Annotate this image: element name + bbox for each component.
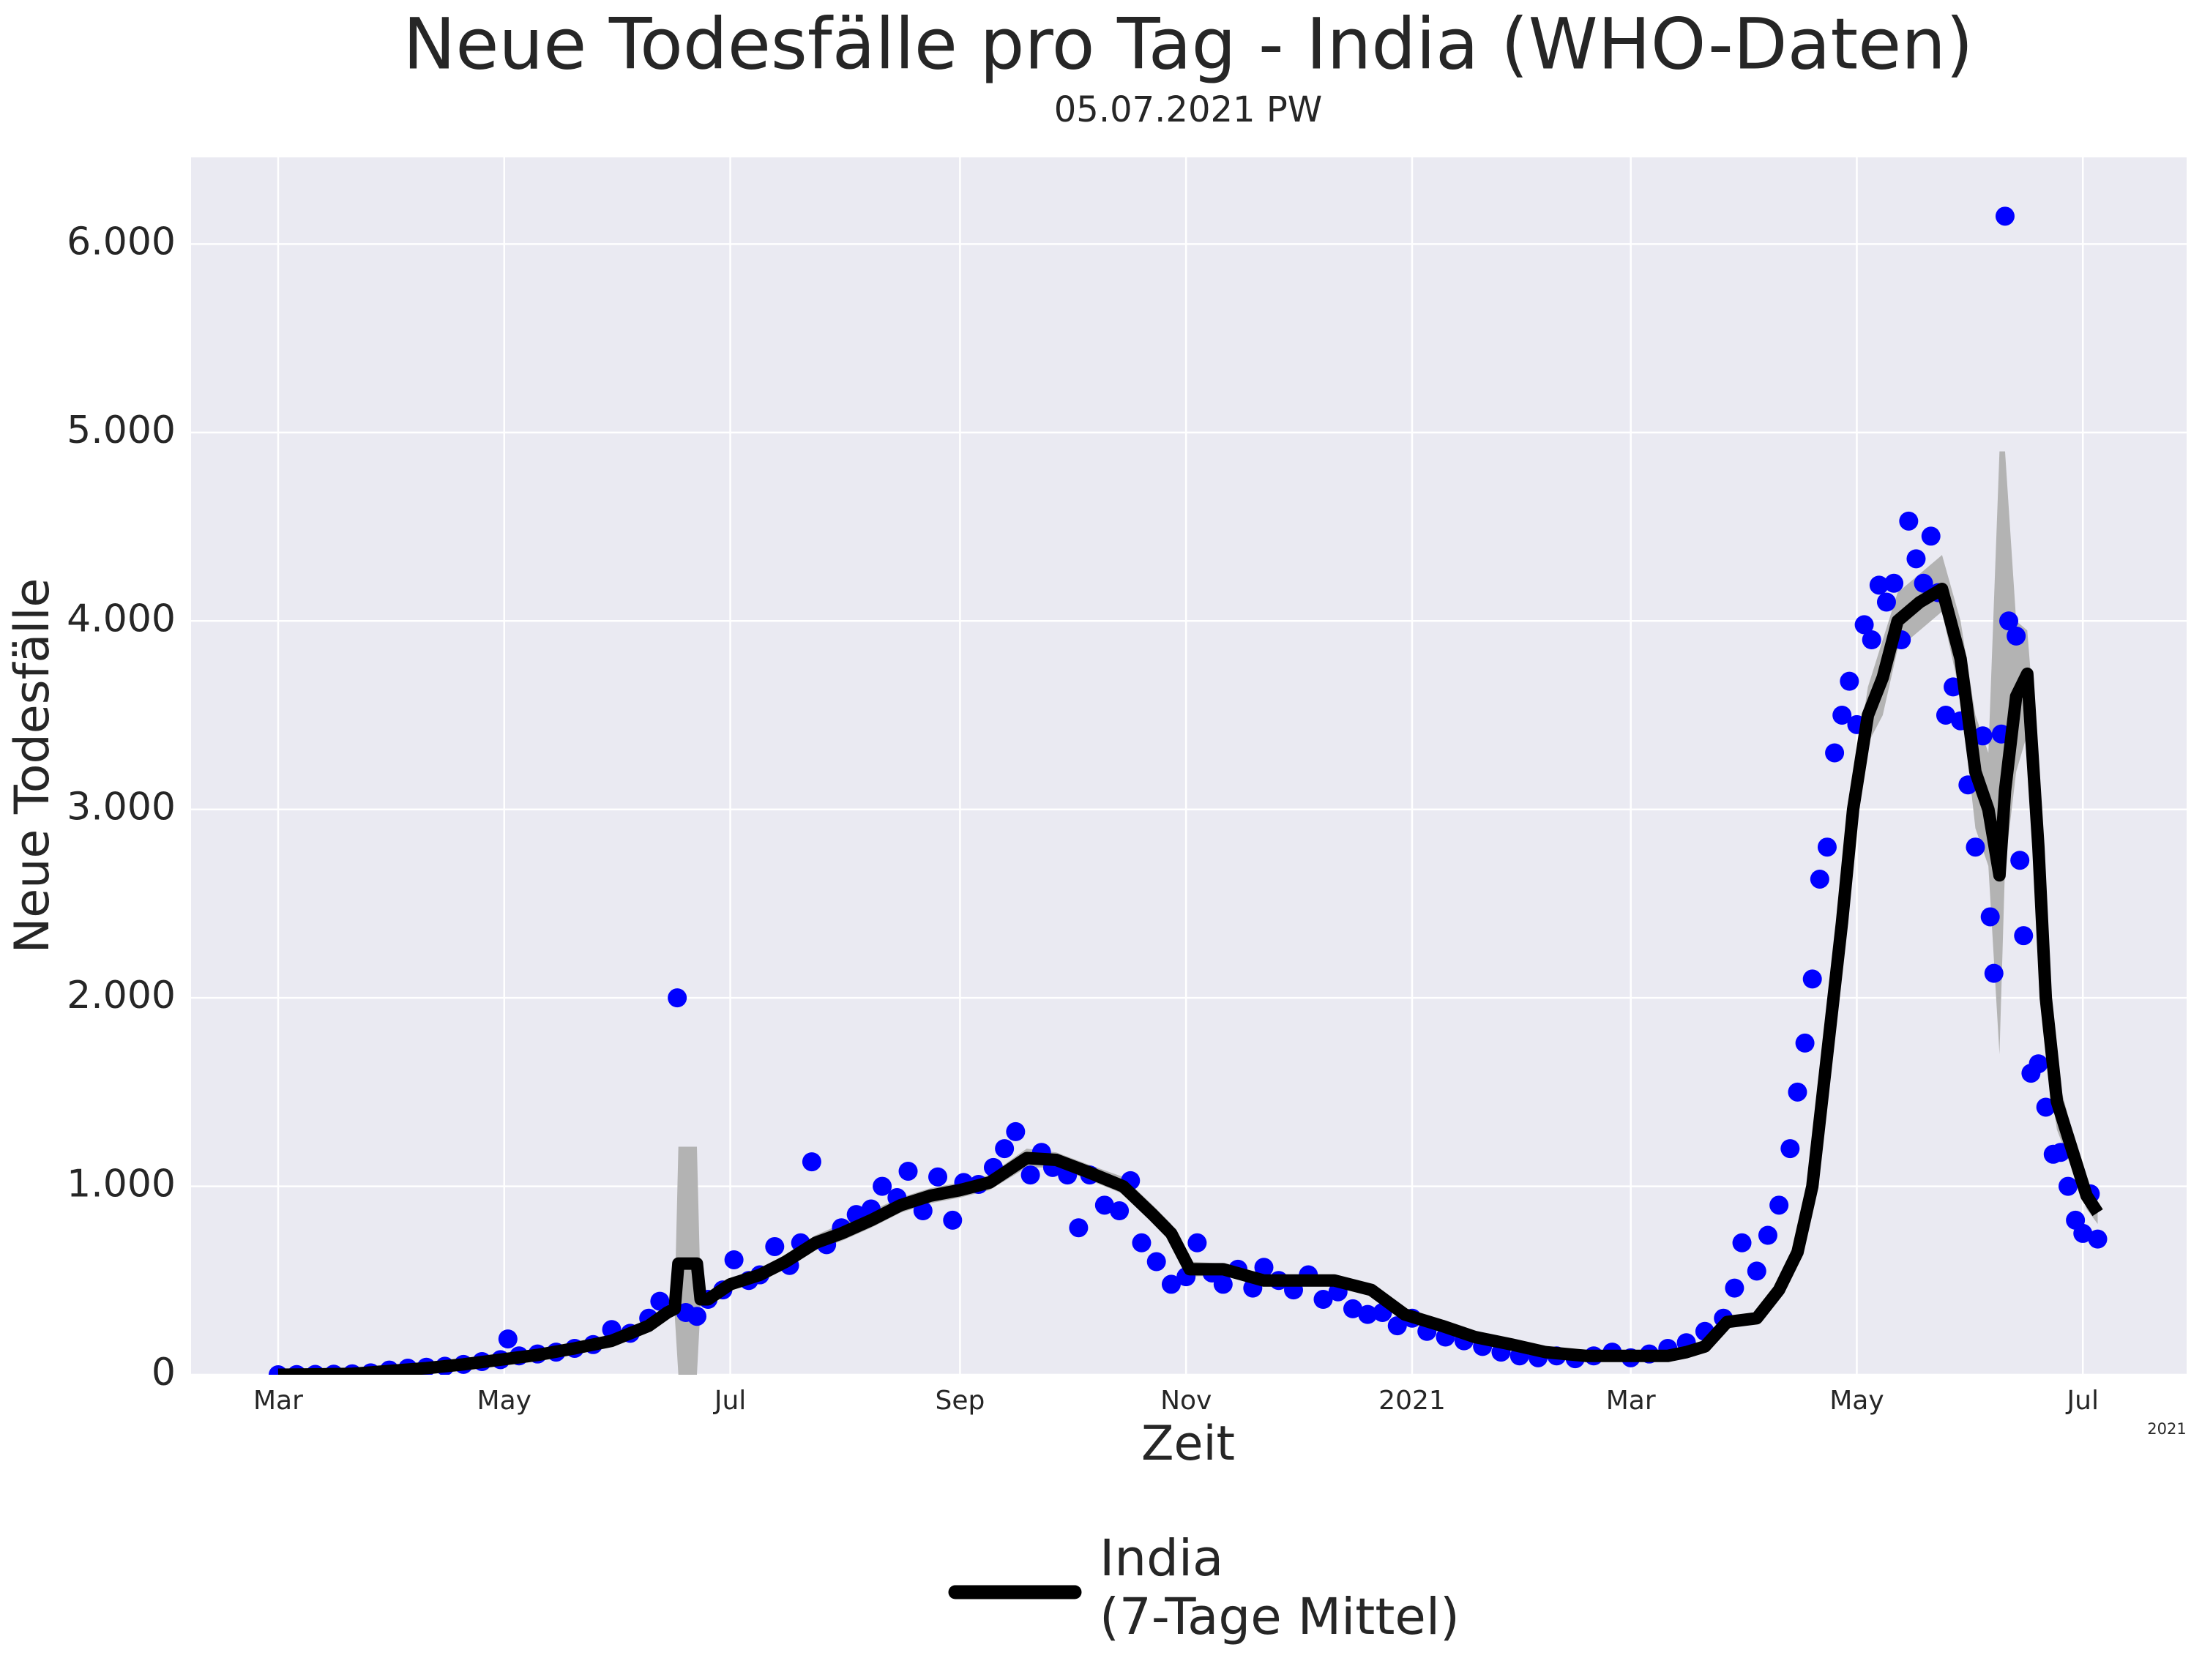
- data-point: [802, 1152, 821, 1172]
- data-point: [1906, 549, 1926, 569]
- y-axis-label: Neue Todesfälle: [5, 578, 60, 954]
- data-point: [1973, 726, 1993, 746]
- data-point: [1006, 1121, 1026, 1141]
- y-tick-label: 1.000: [67, 1162, 176, 1206]
- data-point: [1817, 837, 1837, 857]
- data-point: [1254, 1258, 1274, 1277]
- data-point: [1132, 1233, 1152, 1252]
- data-point: [1732, 1233, 1752, 1252]
- data-point: [928, 1167, 948, 1187]
- data-point: [1213, 1274, 1233, 1294]
- data-point: [1780, 1139, 1800, 1159]
- data-point: [1869, 575, 1889, 595]
- x-tick-label: May: [1829, 1386, 1884, 1416]
- data-point: [1758, 1225, 1777, 1245]
- data-point: [668, 988, 687, 1008]
- x-tick-label: Jul: [2066, 1386, 2099, 1416]
- data-point: [1802, 969, 1822, 989]
- data-point: [2059, 1176, 2078, 1196]
- data-point: [1825, 743, 1845, 763]
- data-point: [1914, 573, 1933, 593]
- x-tick-label: Sep: [935, 1386, 985, 1416]
- y-tick-label: 3.000: [67, 785, 176, 829]
- data-point: [1788, 1082, 1807, 1102]
- data-point: [1854, 615, 1874, 635]
- x-tick-label: 2021: [1378, 1386, 1446, 1416]
- x-tick-label: May: [477, 1386, 531, 1416]
- data-point: [1936, 705, 1955, 725]
- data-point: [2029, 1054, 2048, 1074]
- x-axis-label: Zeit: [1141, 1416, 1235, 1471]
- x-tick-label: Nov: [1160, 1386, 1212, 1416]
- x-tick-label: Mar: [253, 1386, 303, 1416]
- x-offset-label: 2021: [2147, 1420, 2186, 1438]
- data-point: [1725, 1278, 1744, 1298]
- x-tick-label: Mar: [1606, 1386, 1656, 1416]
- data-point: [873, 1176, 892, 1196]
- data-point: [1313, 1290, 1333, 1310]
- data-point: [1862, 630, 1881, 650]
- legend-label: India (7-Tage Mittel): [1100, 1529, 1460, 1646]
- data-point: [1769, 1195, 1789, 1215]
- data-point: [1343, 1299, 1363, 1318]
- data-point: [1069, 1218, 1089, 1238]
- data-point: [1187, 1233, 1207, 1252]
- y-tick-label: 6.000: [67, 220, 176, 264]
- data-point: [995, 1139, 1015, 1159]
- data-point: [1810, 869, 1829, 889]
- y-tick-label: 2.000: [67, 974, 176, 1018]
- data-point: [1358, 1304, 1378, 1324]
- chart-title: Neue Todesfälle pro Tag - India (WHO-Dat…: [403, 3, 1974, 85]
- data-point: [1980, 907, 2000, 927]
- chart-subtitle: 05.07.2021 PW: [1054, 89, 1323, 130]
- data-point: [1840, 671, 1859, 691]
- y-tick-label: 4.000: [67, 597, 176, 641]
- data-point: [687, 1307, 706, 1326]
- data-point: [1984, 963, 2004, 983]
- data-point: [2007, 626, 2026, 646]
- data-point: [1832, 705, 1852, 725]
- plot-area: [191, 157, 2187, 1375]
- data-point: [650, 1291, 670, 1311]
- data-point: [765, 1236, 785, 1256]
- data-point: [2088, 1229, 2108, 1249]
- data-point: [2010, 851, 2030, 870]
- y-tick-label: 0: [152, 1351, 176, 1395]
- data-point: [498, 1329, 518, 1349]
- y-tick-label: 5.000: [67, 408, 176, 452]
- data-point: [1161, 1274, 1181, 1294]
- data-point: [1747, 1261, 1766, 1281]
- data-point: [1921, 526, 1941, 546]
- data-point: [1876, 592, 1896, 612]
- data-point: [2073, 1223, 2093, 1243]
- data-point: [1146, 1252, 1166, 1272]
- data-point: [1999, 611, 2019, 631]
- data-point: [2036, 1097, 2056, 1117]
- data-point: [1995, 206, 2015, 226]
- data-point: [943, 1210, 963, 1230]
- data-point: [898, 1161, 918, 1181]
- data-point: [724, 1250, 744, 1269]
- data-point: [1094, 1195, 1114, 1215]
- data-point: [1387, 1316, 1407, 1336]
- data-point: [1966, 837, 1985, 857]
- mean-line: [277, 583, 2103, 1375]
- data-point: [1884, 573, 1904, 593]
- data-point: [1110, 1201, 1130, 1221]
- data-point: [1899, 511, 1919, 531]
- data-point: [2014, 926, 2034, 946]
- x-tick-label: Jul: [713, 1386, 746, 1416]
- data-point: [1020, 1165, 1040, 1185]
- data-point: [1795, 1033, 1815, 1053]
